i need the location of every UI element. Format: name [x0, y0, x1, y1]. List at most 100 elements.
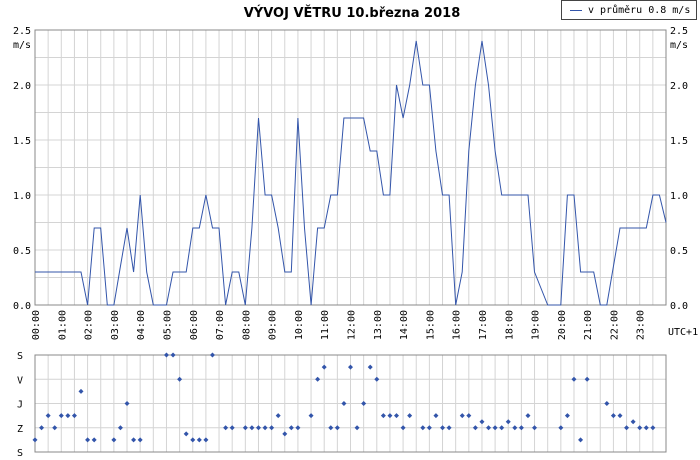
direction-point: [249, 425, 255, 431]
direction-point: [177, 376, 183, 382]
direction-point: [374, 376, 380, 382]
direction-point: [446, 425, 452, 431]
direction-point: [308, 413, 314, 419]
legend-entry: v průměru 0.8 m/s: [588, 5, 691, 16]
direction-point: [111, 437, 117, 443]
direction-point: [203, 437, 209, 443]
direction-point: [472, 425, 478, 431]
direction-point: [39, 425, 45, 431]
direction-point: [426, 425, 432, 431]
x-tick-label: 01:00: [57, 310, 68, 340]
direction-point: [650, 425, 656, 431]
direction-point: [624, 425, 630, 431]
x-tick-label: 18:00: [504, 310, 515, 340]
x-tick-label: 22:00: [609, 310, 620, 340]
x-tick-label: 15:00: [425, 310, 436, 340]
direction-point: [407, 413, 413, 419]
direction-point: [440, 425, 446, 431]
y-tick-label-right: 1.0: [670, 191, 688, 202]
direction-point: [367, 364, 373, 370]
y-tick-label: 0.0: [13, 301, 31, 312]
x-tick-label: 13:00: [373, 310, 384, 340]
direction-point: [196, 437, 202, 443]
x-tick-label: 16:00: [452, 310, 463, 340]
direction-point: [354, 425, 360, 431]
direction-point: [209, 352, 215, 358]
direction-point: [85, 437, 91, 443]
y-tick-label: 2.0: [13, 81, 31, 92]
direction-point: [282, 431, 288, 437]
direction-point: [558, 425, 564, 431]
direction-point: [466, 413, 472, 419]
y-tick-label-right: 0.0: [670, 301, 688, 312]
direction-point: [433, 413, 439, 419]
direction-point: [578, 437, 584, 443]
x-tick-label: 06:00: [189, 310, 200, 340]
direction-point: [525, 413, 531, 419]
direction-point: [223, 425, 229, 431]
direction-point: [117, 425, 123, 431]
direction-point: [275, 413, 281, 419]
direction-point: [512, 425, 518, 431]
x-tick-label: 11:00: [320, 310, 331, 340]
direction-tick-label: Z: [17, 424, 23, 435]
direction-point: [58, 413, 64, 419]
direction-point: [387, 413, 393, 419]
direction-point: [124, 401, 130, 406]
direction-tick-label: V: [17, 375, 23, 386]
direction-point: [499, 425, 505, 431]
direction-point: [341, 401, 347, 406]
direction-point: [492, 425, 498, 431]
direction-point: [564, 413, 570, 419]
direction-point: [643, 425, 649, 431]
direction-point: [52, 425, 58, 431]
direction-point: [604, 401, 610, 406]
direction-point: [328, 425, 334, 431]
x-tick-label: 12:00: [347, 310, 358, 340]
legend-swatch: [570, 10, 582, 11]
direction-point: [486, 425, 492, 431]
direction-point: [630, 419, 636, 425]
direction-point: [637, 425, 643, 431]
direction-point: [295, 425, 301, 431]
x-tick-label: 19:00: [531, 310, 542, 340]
y-tick-label-right: 2.5: [670, 26, 688, 37]
direction-tick-label: J: [17, 400, 23, 411]
direction-point: [617, 413, 623, 419]
direction-point: [479, 419, 485, 425]
direction-point: [400, 425, 406, 431]
direction-point: [610, 413, 616, 419]
x-tick-label: 23:00: [636, 310, 647, 340]
x-tick-label: 14:00: [399, 310, 410, 340]
chart-title: VÝVOJ VĚTRU 10.března 2018: [244, 5, 461, 21]
direction-point: [91, 437, 97, 443]
y-tick-label: 1.5: [13, 136, 31, 147]
x-tick-label: 02:00: [84, 310, 95, 340]
x-tick-label: 21:00: [583, 310, 594, 340]
x-tick-label: 20:00: [557, 310, 568, 340]
direction-point: [242, 425, 248, 431]
y-tick-label-right: 0.5: [670, 246, 688, 257]
y-axis-label: m/s: [13, 40, 31, 51]
direction-point: [163, 352, 169, 358]
y-tick-label: 1.0: [13, 191, 31, 202]
y-tick-label-right: 1.5: [670, 136, 688, 147]
direction-point: [584, 376, 590, 382]
x-tick-label: 03:00: [110, 310, 121, 340]
direction-point: [78, 388, 84, 394]
y-tick-label: 2.5: [13, 26, 31, 37]
direction-point: [45, 413, 51, 419]
direction-point: [394, 413, 400, 419]
direction-point: [459, 413, 465, 419]
x-tick-label: 05:00: [162, 310, 173, 340]
direction-point: [321, 364, 327, 370]
direction-point: [361, 401, 367, 406]
wind-speed-line: [35, 40, 667, 306]
direction-point: [532, 425, 538, 431]
x-tick-label: 08:00: [241, 310, 252, 340]
direction-point: [571, 376, 577, 382]
x-tick-label: 10:00: [294, 310, 305, 340]
direction-point: [137, 437, 143, 443]
y-axis-label-right: m/s: [670, 40, 688, 51]
